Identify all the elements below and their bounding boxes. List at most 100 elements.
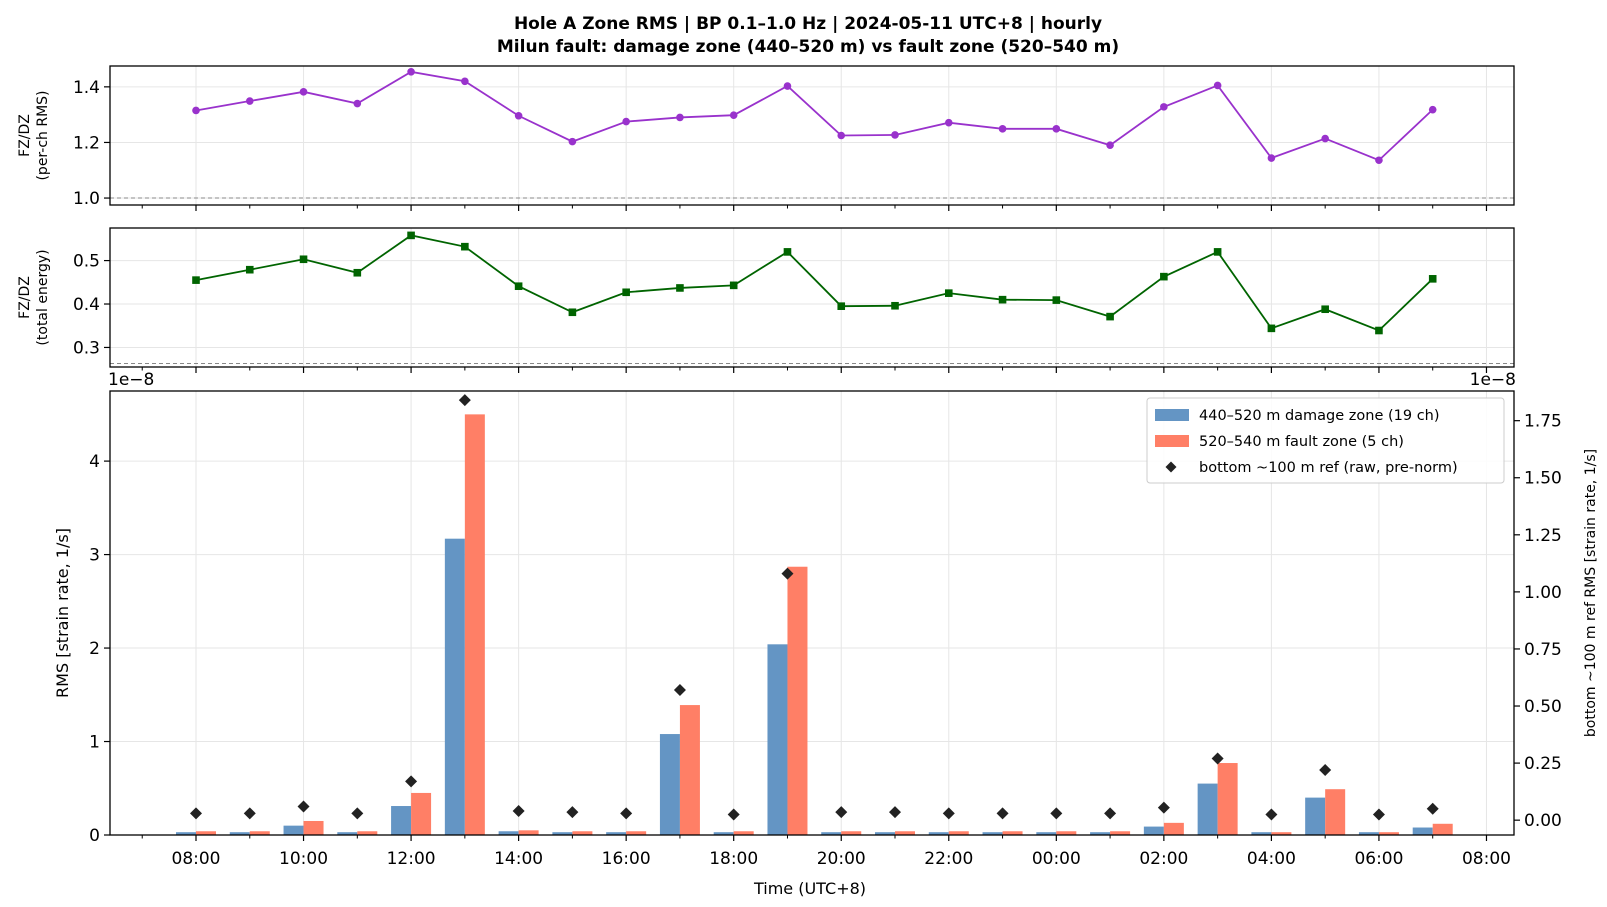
data-point <box>1321 305 1329 314</box>
y-tick-label: 1.0 <box>73 189 100 209</box>
bar-damage-zone <box>552 832 573 835</box>
bar-damage-zone <box>283 825 304 835</box>
y-tick-label: 1.4 <box>73 78 100 98</box>
legend-label: 520–540 m fault zone (5 ch) <box>1199 434 1404 450</box>
bar-damage-zone <box>1412 827 1433 835</box>
data-point <box>1428 275 1437 283</box>
data-point <box>407 68 415 76</box>
data-point <box>944 118 953 127</box>
ref-marker <box>405 775 418 788</box>
data-point <box>622 288 630 297</box>
ref-marker <box>835 806 848 819</box>
y-right-tick-label: 1.75 <box>1524 412 1562 432</box>
ref-marker <box>297 800 310 813</box>
data-point <box>837 131 846 140</box>
data-point <box>783 82 792 90</box>
bar-fault-zone <box>1056 831 1077 835</box>
legend-swatch <box>1165 461 1177 473</box>
y-axis-label-line1: FZ/DZ <box>17 276 33 319</box>
bar-fault-zone <box>895 831 916 835</box>
ratio-per-channel-panel: 1.0 1.2 1.4 FZ/DZ (per-ch RMS) <box>17 65 1515 211</box>
y-right-tick-label: 0.25 <box>1524 754 1562 774</box>
bar-fault-zone <box>196 831 216 835</box>
ref-marker <box>781 567 794 580</box>
bar-damage-zone <box>337 832 358 835</box>
bar-fault-zone <box>841 831 862 835</box>
data-point <box>622 117 630 126</box>
x-tick-label: 00:00 <box>1032 849 1081 869</box>
legend-box <box>1146 397 1505 484</box>
data-point <box>568 308 577 317</box>
x-tick-label: 20:00 <box>817 849 866 869</box>
y-axis-label-line2: (per-ch RMS) <box>35 90 51 180</box>
data-point <box>1160 103 1168 111</box>
bar-damage-zone <box>1358 832 1379 835</box>
bar-damage-zone <box>606 832 627 835</box>
bar-damage-zone <box>391 806 412 835</box>
data-point <box>676 113 684 122</box>
x-tick-label: 12:00 <box>387 849 436 869</box>
bar-fault-zone <box>357 831 378 835</box>
x-tick-label: 10:00 <box>279 849 328 869</box>
bar-damage-zone <box>767 644 788 835</box>
ref-marker <box>351 807 364 820</box>
ref-marker <box>243 807 256 820</box>
data-point <box>514 111 523 120</box>
series-line <box>195 234 1434 332</box>
ref-marker <box>673 684 686 697</box>
data-point <box>1052 125 1061 133</box>
data-point <box>192 276 200 284</box>
bar-fault-zone <box>1110 831 1131 835</box>
y-right-tick-label: 0.00 <box>1524 811 1562 831</box>
y-tick-label: 0.3 <box>73 338 100 358</box>
y-right-tick-label: 0.50 <box>1524 697 1562 717</box>
x-tick-label: 14:00 <box>494 849 543 869</box>
ref-marker <box>458 394 471 407</box>
bar-fault-zone <box>1217 763 1238 835</box>
bar-damage-zone <box>875 832 896 835</box>
ref-marker <box>942 807 955 820</box>
legend-label: bottom ~100 m ref (raw, pre-norm) <box>1199 460 1458 476</box>
bar-fault-zone <box>626 831 647 835</box>
bar-damage-zone <box>498 831 519 835</box>
x-tick-label: 02:00 <box>1139 849 1188 869</box>
y-axis-label-line1: FZ/DZ <box>17 114 33 157</box>
x-tick-label: 06:00 <box>1354 849 1403 869</box>
y-right-axis-label: bottom ~100 m ref RMS [strain rate, 1/s] <box>1583 449 1599 737</box>
ref-marker <box>1211 752 1224 765</box>
series-line <box>195 70 1434 162</box>
y-right-tick-label: 1.25 <box>1524 526 1562 546</box>
data-point <box>891 131 899 139</box>
bar-fault-zone <box>1002 831 1023 835</box>
data-point <box>192 106 200 115</box>
chart-title-line1: Hole A Zone RMS | BP 0.1–1.0 Hz | 2024-0… <box>514 14 1102 34</box>
ref-marker <box>566 806 579 819</box>
y-tick-label: 0.4 <box>73 295 100 315</box>
data-point <box>1052 296 1061 304</box>
data-point <box>1375 156 1383 165</box>
data-point <box>783 248 792 256</box>
legend-label: 440–520 m damage zone (19 ch) <box>1199 408 1440 424</box>
ratio-total-energy-panel: 0.3 0.4 0.5 FZ/DZ (total energy) <box>17 227 1515 373</box>
data-point <box>944 289 953 297</box>
data-point <box>891 301 899 310</box>
legend-swatch <box>1155 435 1189 447</box>
ref-marker <box>996 807 1009 820</box>
data-point <box>729 111 738 120</box>
chart-title-line2: Milun fault: damage zone (440–520 m) vs … <box>497 37 1119 57</box>
data-point <box>837 302 846 310</box>
axes-frame <box>109 65 1515 206</box>
data-point <box>998 295 1007 304</box>
data-point <box>245 97 254 105</box>
data-point <box>1321 134 1329 143</box>
data-point <box>1106 312 1114 321</box>
data-point <box>1375 326 1383 335</box>
y-tick-label: 1 <box>89 733 100 753</box>
bar-fault-zone <box>572 831 593 835</box>
bar-damage-zone <box>1143 826 1164 835</box>
bar-damage-zone <box>444 538 465 835</box>
data-point <box>998 125 1007 133</box>
data-point <box>1267 154 1276 162</box>
bar-fault-zone <box>1271 832 1292 835</box>
